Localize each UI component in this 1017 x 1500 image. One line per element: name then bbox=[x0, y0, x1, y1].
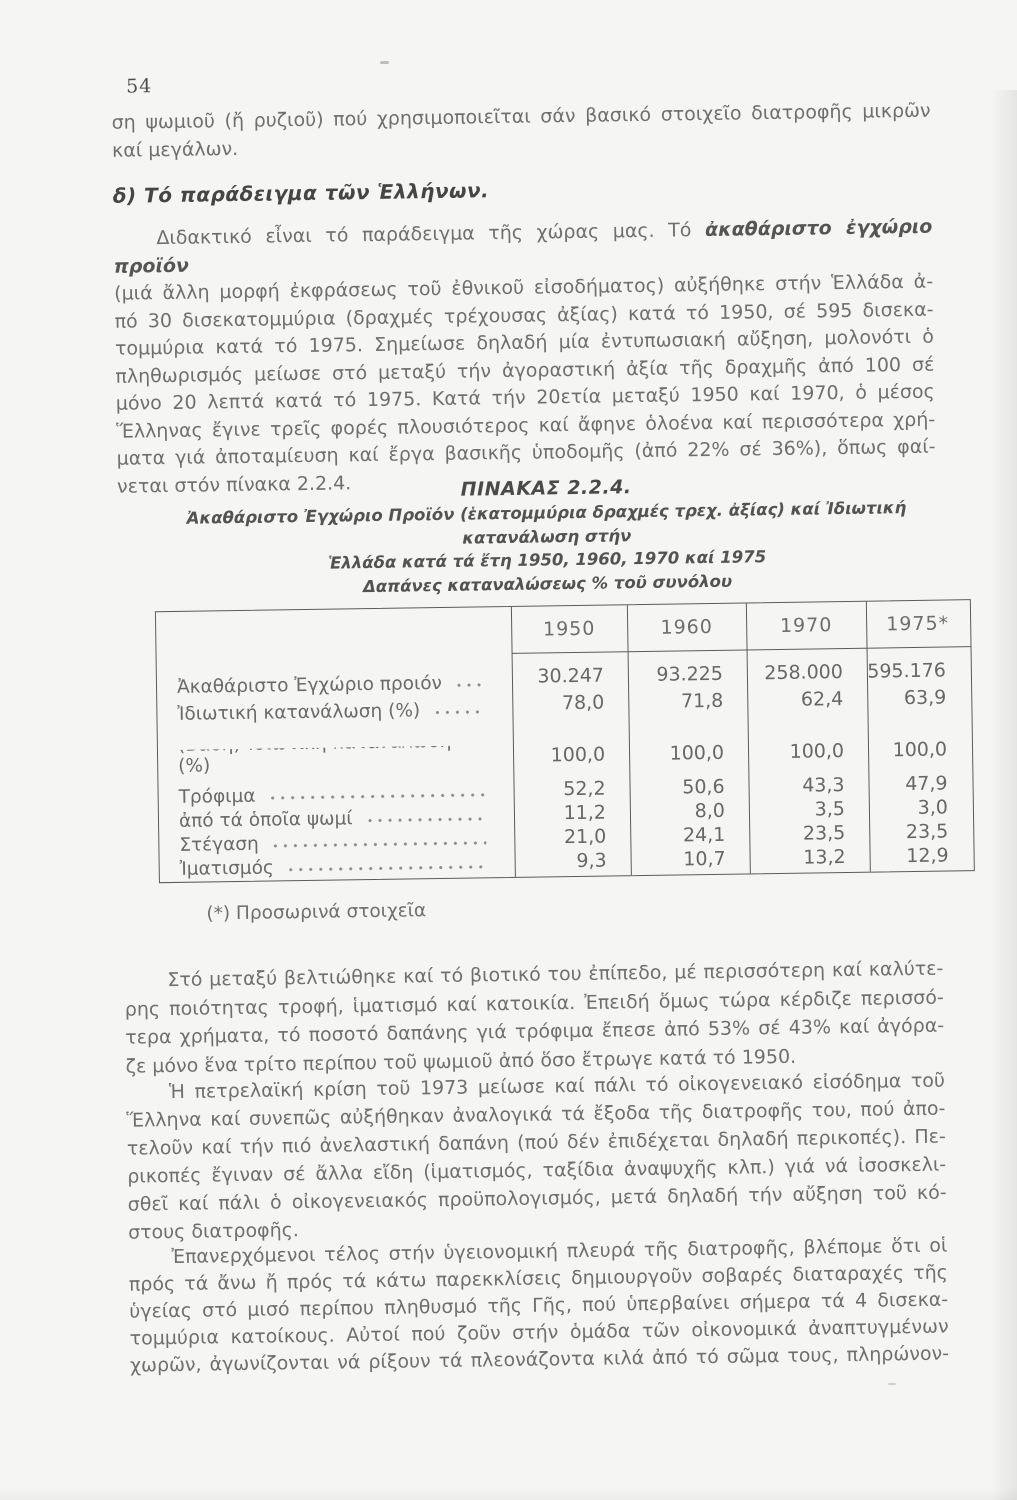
row-label: (Βάση) Ἰδιωτική κατανάλωση (%) bbox=[177, 744, 452, 777]
value-cell: 71,8 bbox=[680, 689, 724, 713]
dot-leader bbox=[453, 682, 485, 688]
value-cell: 78,0 bbox=[561, 691, 605, 715]
value-cell: 52,2 bbox=[563, 777, 606, 801]
value-cell: 11,2 bbox=[563, 801, 607, 825]
empty-header-cell bbox=[156, 619, 511, 646]
row-label: Ἰδιωτική κατανάλωση (%) bbox=[177, 700, 421, 725]
value-cell: 43,3 bbox=[802, 774, 845, 797]
value-cell: 3,5 bbox=[814, 798, 846, 821]
table-footnote: (*) Προσωρινά στοιχεῖα bbox=[206, 900, 427, 925]
paragraph-improvement: Στό μεταξύ βελτιώθηκε καί τό βιοτικό του… bbox=[124, 955, 945, 1081]
value-cell: 30.247 bbox=[537, 664, 605, 688]
table-row: (Βάση) Ἰδιωτική κατανάλωση (%) 100,0 100… bbox=[158, 738, 972, 777]
year-column-header: 1970 bbox=[779, 614, 833, 637]
paragraph-oil-crisis: Ἡ πετρελαϊκή κρίση τοῦ 1973 μείωσε καί π… bbox=[126, 1067, 947, 1247]
value-cell: 23,5 bbox=[905, 820, 949, 844]
year-column-header: 1950 bbox=[542, 617, 596, 641]
value-cell: 12,9 bbox=[906, 844, 949, 868]
table-body: Ἀκαθάριστο Ἐγχώριο προιόν 30.247 93.225 … bbox=[157, 647, 974, 880]
paragraph-intro: ση ψωμιοῦ (ἤ ρυζιοῦ) πού χρησιμοποιεῖται… bbox=[111, 97, 931, 165]
page-edge-shadow bbox=[991, 90, 1017, 1500]
row-label: Ἰματισμός bbox=[179, 857, 274, 880]
value-cell: 23,5 bbox=[802, 822, 846, 845]
value-cell: 47,9 bbox=[905, 772, 948, 796]
value-cell: 10,7 bbox=[683, 847, 726, 871]
page-bottom-shadow bbox=[0, 1488, 1017, 1500]
row-label: Στέγαση bbox=[179, 833, 259, 856]
table-caption: ΠΙΝΑΚΑΣ 2.2.4. Ἀκαθάριστο Ἐγχώριο Προϊόν… bbox=[126, 469, 968, 601]
value-cell: 100,0 bbox=[892, 738, 948, 762]
value-cell: 13,2 bbox=[803, 846, 846, 869]
year-column-header: 1960 bbox=[660, 615, 714, 639]
dot-leader bbox=[432, 709, 485, 716]
paragraph-main: Διδακτικό εἶναι τό παράδειγμα τῆς χώρας … bbox=[113, 214, 936, 501]
scan-speck bbox=[888, 1383, 896, 1385]
dot-leader bbox=[364, 816, 487, 824]
row-label: ἀπό τά ὁποῖα ψωμί bbox=[178, 808, 353, 832]
value-cell: 9,3 bbox=[576, 849, 607, 872]
value-cell: 595.176 bbox=[867, 659, 947, 683]
value-cell: 21,0 bbox=[563, 825, 607, 849]
section-heading: δ) Τό παράδειγμα τῶν Ἑλλήνων. bbox=[112, 178, 490, 208]
value-cell: 258.000 bbox=[764, 661, 844, 685]
scan-speck bbox=[380, 61, 389, 64]
value-cell: 50,6 bbox=[682, 775, 725, 799]
lead-text: Διδακτικό εἶναι τό παράδειγμα τῆς χώρας … bbox=[156, 219, 706, 250]
value-cell: 100,0 bbox=[550, 743, 606, 767]
value-cell: 63,9 bbox=[903, 686, 947, 710]
value-cell: 24,1 bbox=[682, 823, 726, 847]
dot-leader bbox=[267, 792, 486, 801]
year-column-header: 1975* bbox=[886, 612, 950, 636]
dot-leader bbox=[270, 840, 487, 849]
gdp-consumption-table: 1950 1960 1970 1975* Ἀκαθάριστο Ἐγχώριο … bbox=[154, 599, 975, 884]
dot-leader bbox=[285, 864, 487, 873]
row-label: Τρόφιμα bbox=[178, 785, 256, 808]
value-cell: 8,0 bbox=[694, 799, 726, 823]
page-number: 54 bbox=[125, 75, 153, 98]
value-cell: 3,0 bbox=[917, 796, 949, 819]
value-cell: 93.225 bbox=[656, 662, 724, 686]
value-cell: 100,0 bbox=[789, 740, 845, 763]
value-cell: 100,0 bbox=[669, 741, 725, 765]
paragraph-health: Ἐπανερχόμενοι τέλος στήν ὑγειονομική πλε… bbox=[128, 1233, 949, 1380]
value-cell: 62,4 bbox=[800, 688, 844, 711]
